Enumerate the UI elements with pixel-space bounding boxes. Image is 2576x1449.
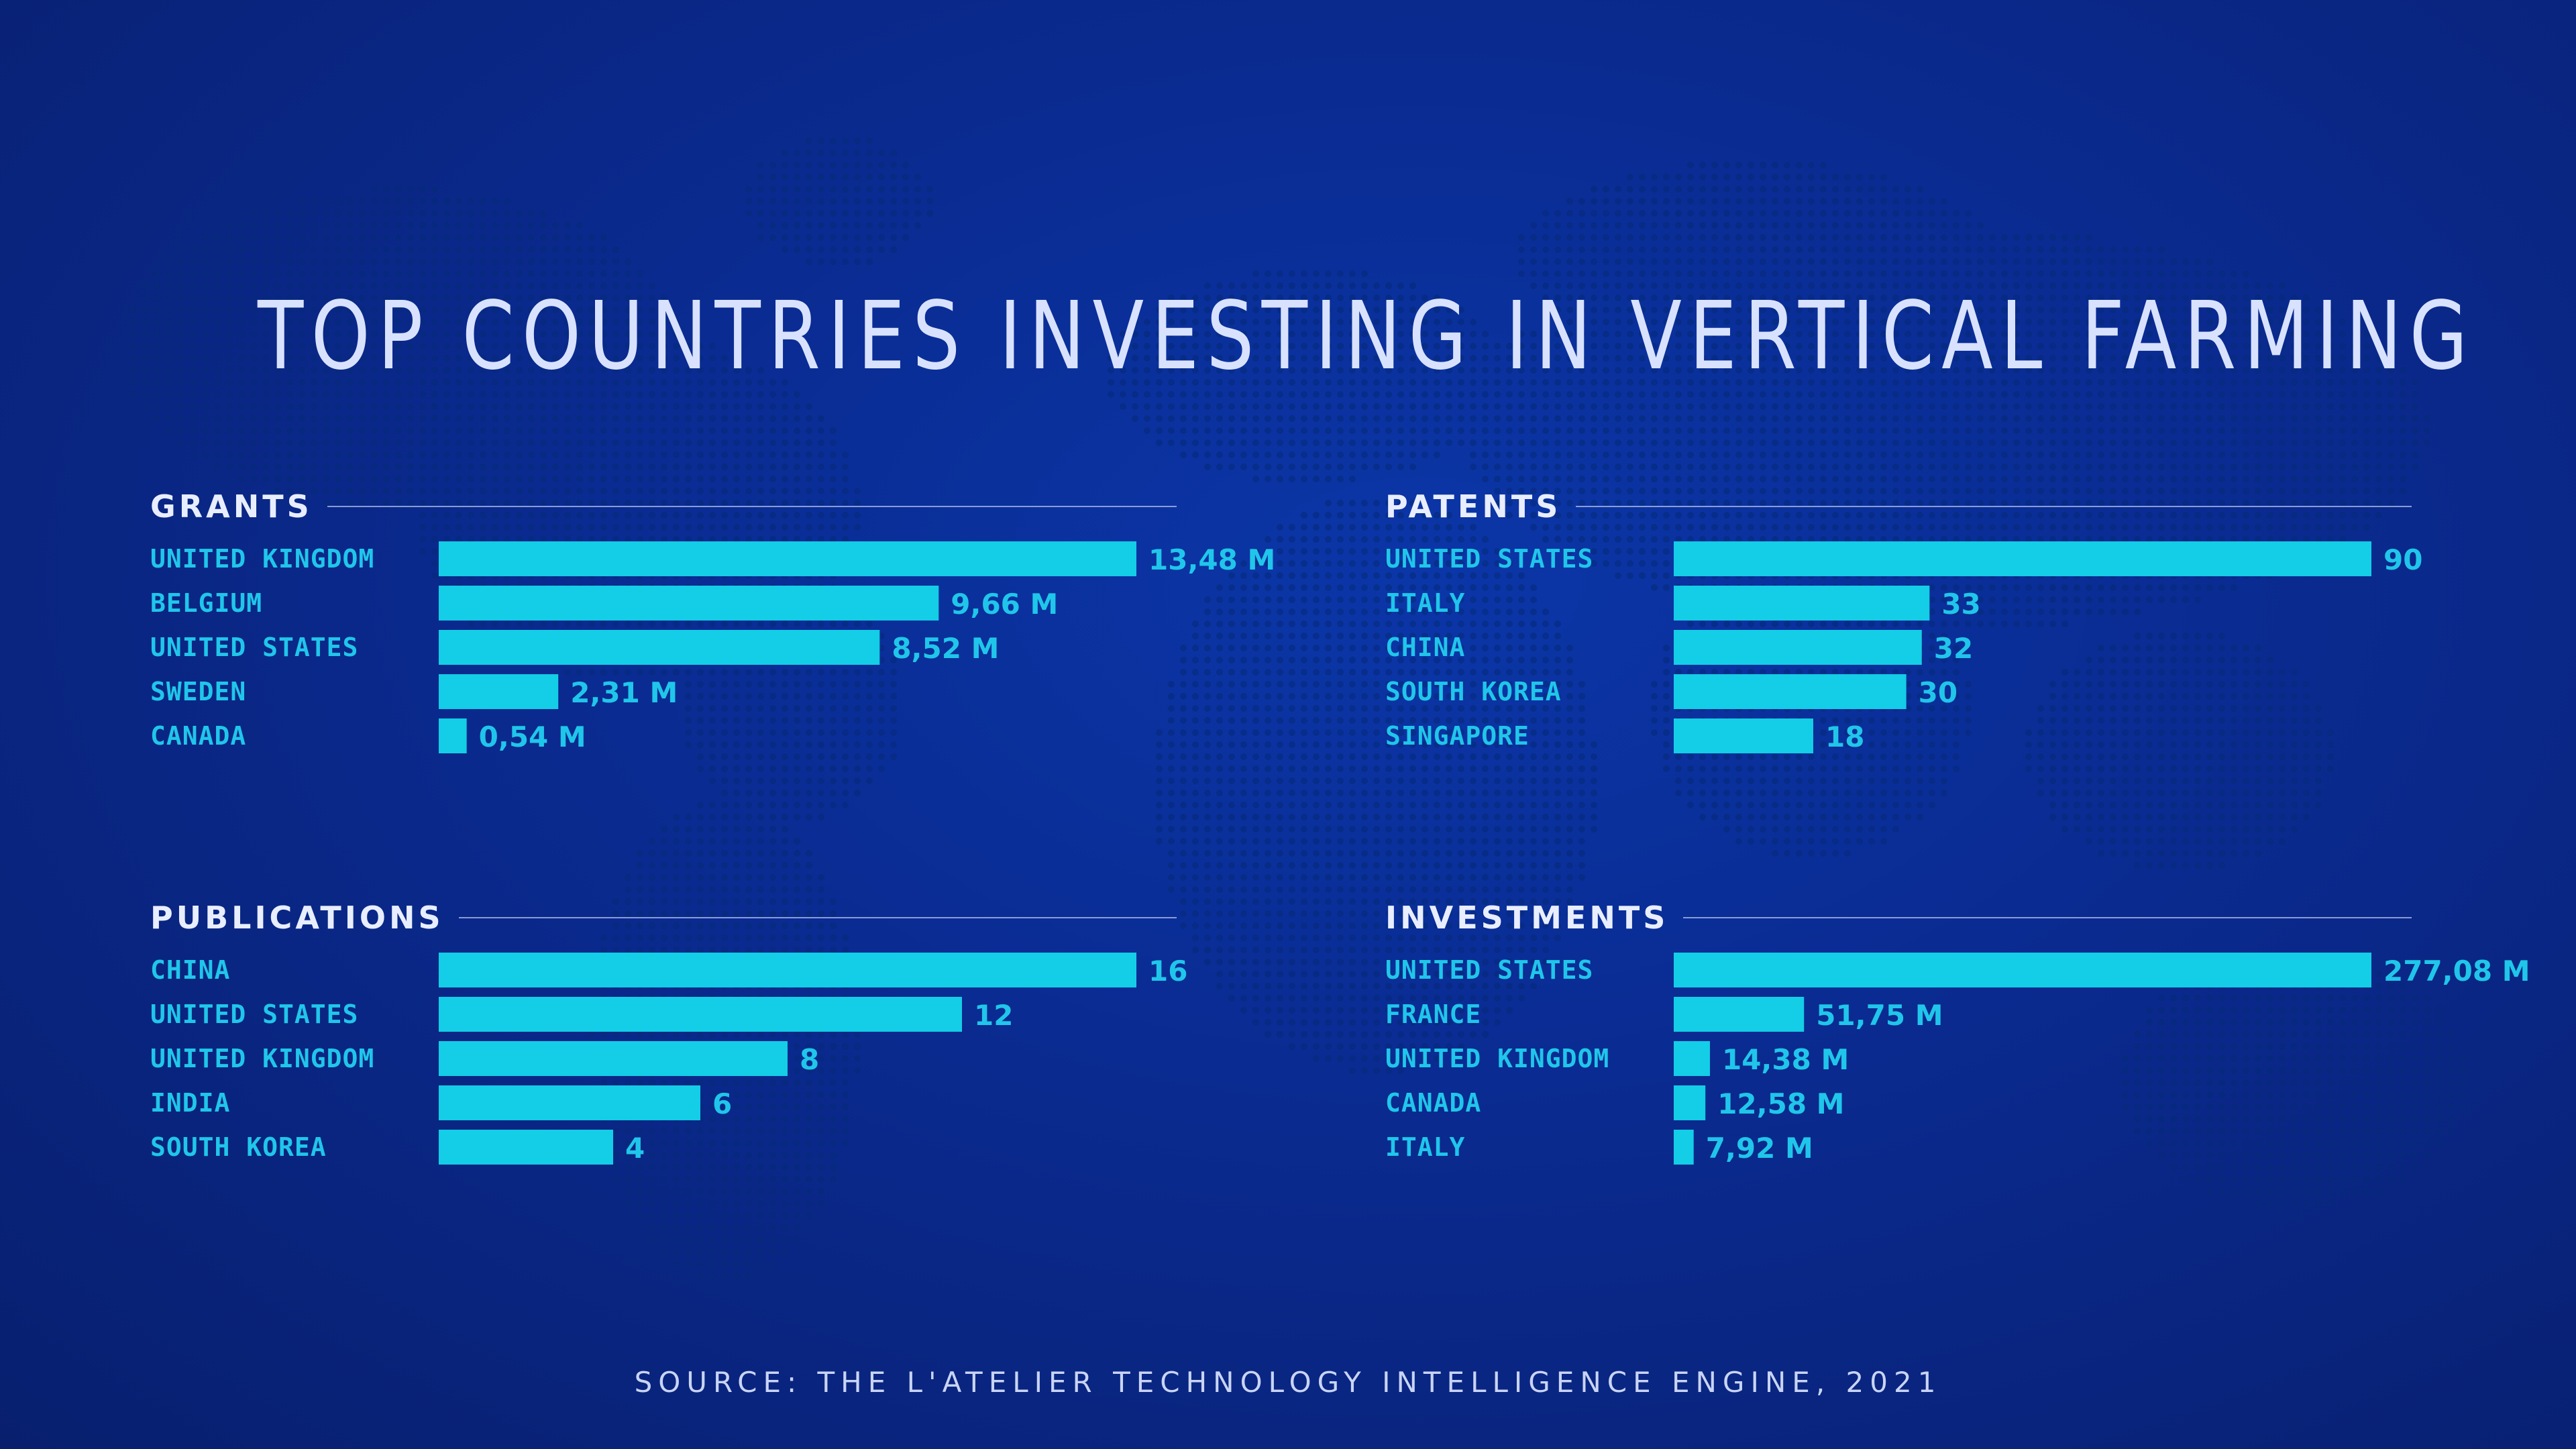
patents-divider [1576,506,2412,507]
investments-chart: UNITED STATES 277,08 M FRANCE 51,75 M UNITED… [1385,953,2530,1165]
bar [439,718,467,753]
category-label: UNITED STATES [1385,544,1593,574]
grants-chart: UNITED KINGDOM 13,48 M BELGIUM 9,66 M UNITED… [150,541,1275,753]
bar [1674,1085,1706,1120]
bar [1674,674,1907,709]
investments-title: INVESTMENTS [1385,900,1669,936]
bar [1674,630,1922,665]
grants-panel: GRANTS UNITED KINGDOM 13,48 M BELGIUM 9,66 … [150,486,1275,802]
grants-title: GRANTS [150,488,313,525]
category-label: SOUTH KOREA [150,1132,327,1162]
category-label: UNITED STATES [1385,955,1593,985]
value-label: 0,54 M [479,720,586,753]
category-label: CANADA [150,721,246,751]
bar [1674,718,1813,753]
publications-header: PUBLICATIONS [150,898,1177,938]
category-label: ITALY [1385,588,1465,618]
source-note: SOURCE: THE L'ATELIER TECHNOLOGY INTELLI… [634,1366,1942,1399]
value-label: 8,52 M [892,632,999,665]
bar [1674,541,2371,576]
value-label: 9,66 M [951,588,1058,621]
value-label: 2,31 M [570,676,678,709]
value-label: 4 [625,1132,645,1165]
value-label: 8 [800,1043,819,1076]
patents-chart: UNITED STATES 90 ITALY 33 CHINA 32 SOUTH KOREA… [1385,541,2422,753]
grants-header: GRANTS [150,486,1177,527]
category-label: CHINA [150,955,230,985]
bar [1674,1041,1710,1076]
investments-divider [1683,917,2412,918]
patents-header: PATENTS [1385,486,2412,527]
value-label: 18 [1825,720,1864,753]
grants-divider [327,506,1177,507]
category-label: INDIA [150,1088,230,1118]
bar [439,586,939,621]
bar [439,630,880,665]
value-label: 12 [974,999,1013,1032]
category-label: UNITED STATES [150,633,358,662]
bar [439,997,962,1032]
value-label: 13,48 M [1148,543,1275,576]
publications-title: PUBLICATIONS [150,900,444,936]
category-label: UNITED KINGDOM [150,544,374,574]
bar [1674,1130,1694,1165]
value-label: 33 [1941,588,1980,621]
category-label: BELGIUM [150,588,262,618]
value-label: 277,08 M [2383,955,2530,987]
publications-panel: PUBLICATIONS CHINA 16 UNITED STATES 12 UNITE… [150,898,1187,1213]
value-label: 7,92 M [1706,1132,1813,1165]
patents-panel: PATENTS UNITED STATES 90 ITALY 33 CHINA 32 SOU… [1385,486,2422,802]
bar [1674,953,2371,987]
investments-header: INVESTMENTS [1385,898,2412,938]
category-label: CANADA [1385,1088,1481,1118]
category-label: SINGAPORE [1385,721,1529,751]
bar [439,953,1136,987]
page-title: TOP COUNTRIES INVESTING IN VERTICAL FARM… [258,282,2475,391]
category-label: UNITED STATES [150,1000,358,1029]
value-label: 90 [2383,543,2422,576]
bar [1674,586,1930,621]
category-label: ITALY [1385,1132,1465,1162]
investments-panel: INVESTMENTS UNITED STATES 277,08 M FRANCE 5… [1385,898,2530,1213]
value-label: 51,75 M [1816,999,1943,1032]
bar [439,1085,700,1120]
value-label: 14,38 M [1722,1043,1849,1076]
patents-title: PATENTS [1385,488,1562,525]
category-label: SOUTH KOREA [1385,677,1562,706]
value-label: 6 [712,1087,732,1120]
bar [1674,997,1805,1032]
value-label: 30 [1919,676,1957,709]
bar [439,674,559,709]
category-label: CHINA [1385,633,1465,662]
category-label: UNITED KINGDOM [150,1044,374,1073]
publications-divider [458,917,1177,918]
publications-chart: CHINA 16 UNITED STATES 12 UNITED KINGDOM 8 IND… [150,953,1187,1165]
category-label: SWEDEN [150,677,246,706]
category-label: UNITED KINGDOM [1385,1044,1609,1073]
category-label: FRANCE [1385,1000,1481,1029]
value-label: 16 [1148,955,1187,987]
bar [439,541,1136,576]
value-label: 12,58 M [1717,1087,1844,1120]
value-label: 32 [1934,632,1973,665]
bar [439,1130,613,1165]
bar [439,1041,788,1076]
